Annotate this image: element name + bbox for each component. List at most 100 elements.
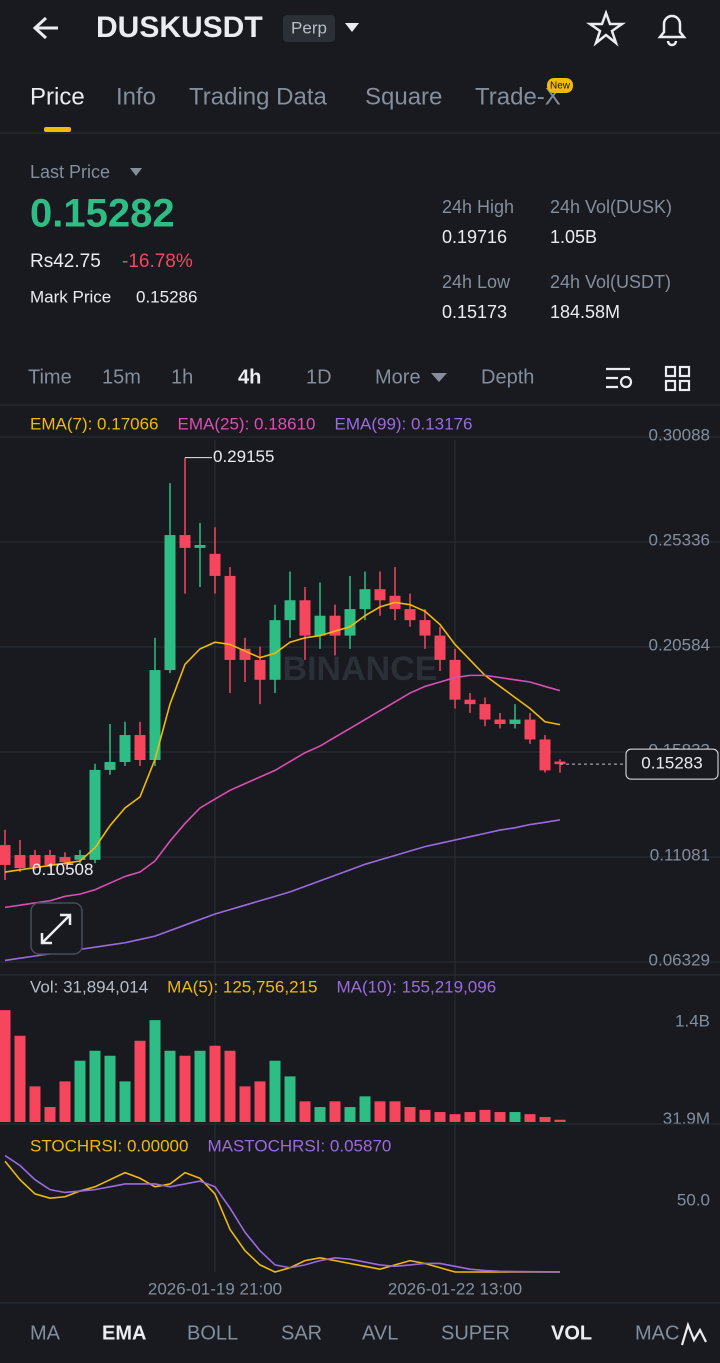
candle-body — [299, 600, 311, 636]
tab[interactable]: Trading Data — [189, 83, 328, 110]
y-tick-label: 0.25336 — [649, 530, 710, 549]
back-icon[interactable] — [32, 16, 58, 40]
y-tick-label: 0.30088 — [649, 425, 710, 444]
stoch-legend: MASTOCHRSI: 0.05870 — [207, 1136, 391, 1155]
volume-bar — [329, 1101, 341, 1122]
volume-bar — [254, 1081, 266, 1122]
volume-bar — [479, 1109, 491, 1122]
interval[interactable]: Depth — [481, 366, 534, 388]
candle-body — [119, 735, 131, 762]
volume-bar — [74, 1060, 86, 1122]
caret — [431, 373, 447, 382]
volume-legend: Vol: 31,894,014 — [30, 977, 148, 996]
fiat-price: Rs42.75 — [30, 251, 101, 272]
indicator-tab[interactable]: AVL — [362, 1322, 398, 1344]
stat-value: 1.05B — [550, 227, 597, 247]
y-tick-label: 0.06329 — [649, 950, 710, 969]
candle-body — [449, 659, 461, 700]
candle-body — [29, 855, 41, 868]
last-price: 0.15282 — [30, 192, 175, 236]
candle-body — [59, 857, 71, 863]
candle-body — [344, 609, 356, 636]
candle-body — [479, 704, 491, 720]
stoch-legend: STOCHRSI: 0.00000 — [30, 1136, 188, 1155]
caret[interactable] — [345, 23, 359, 32]
high-label: 0.29155 — [213, 447, 274, 466]
volume-bar — [0, 1010, 11, 1122]
volume-bar — [554, 1119, 566, 1122]
candle-body — [464, 699, 476, 705]
volume-bar — [509, 1112, 521, 1122]
volume-bar — [164, 1050, 176, 1122]
volume-bar — [14, 1035, 26, 1122]
volume-bar — [44, 1107, 56, 1122]
volume-bar — [119, 1081, 131, 1122]
tab[interactable]: Square — [365, 83, 442, 110]
volume-bar — [284, 1076, 296, 1122]
legend-entry: EMA(7): 0.17066 — [30, 414, 159, 433]
volume-bar — [224, 1050, 236, 1122]
candle-body — [539, 739, 551, 771]
symbol: DUSKUSDT — [96, 11, 263, 44]
indicator-tab[interactable]: VOL — [551, 1322, 592, 1344]
tab[interactable]: Trade-X — [475, 83, 561, 110]
volume-bar — [359, 1096, 371, 1122]
bell-icon[interactable] — [657, 14, 687, 47]
candle-body — [0, 845, 11, 865]
candle-body — [179, 535, 191, 548]
volume-bar — [494, 1112, 506, 1122]
volume-bar — [389, 1101, 401, 1122]
legend-entry: EMA(99): 0.13176 — [334, 414, 472, 433]
candle-body — [224, 575, 236, 660]
volume-bar — [464, 1112, 476, 1122]
star-icon[interactable] — [586, 9, 626, 47]
candle-body — [524, 719, 536, 740]
layout-icon[interactable] — [664, 365, 691, 392]
mark-price-label: Mark Price — [30, 287, 111, 306]
tab[interactable]: Price — [30, 83, 85, 110]
candle-body — [254, 659, 266, 680]
tab[interactable]: Info — [116, 83, 156, 110]
watermark: BINANCE — [283, 650, 438, 688]
interval[interactable]: Time — [28, 366, 72, 388]
stoch-tick-label: 50.0 — [677, 1190, 710, 1209]
volume-legend: MA(5): 125,756,215 — [167, 977, 317, 996]
volume-bar — [344, 1107, 356, 1122]
low-label: 0.10508 — [32, 860, 93, 879]
volume-bar — [194, 1050, 206, 1122]
candle-body — [74, 855, 86, 860]
interval[interactable]: 1D — [306, 366, 332, 388]
new-badge: New — [550, 81, 571, 92]
indicator-tab[interactable]: BOLL — [187, 1322, 238, 1344]
new-badge-bg — [547, 78, 573, 93]
volume-bar — [89, 1050, 101, 1122]
indicator-tab[interactable]: EMA — [102, 1322, 146, 1344]
last-price-label[interactable]: Last Price — [30, 162, 110, 182]
ema-line — [4, 819, 561, 962]
interval[interactable]: 15m — [102, 366, 141, 388]
volume-bar — [374, 1101, 386, 1122]
interval[interactable]: 1h — [171, 366, 193, 388]
interval[interactable]: More — [375, 366, 421, 388]
indicator-tab[interactable]: SAR — [281, 1322, 322, 1344]
last-price-box — [625, 748, 719, 780]
volume-bar — [29, 1086, 41, 1122]
volume-bar — [314, 1107, 326, 1122]
volume-tick-label: 1.4B — [675, 1012, 710, 1031]
volume-bar — [539, 1117, 551, 1122]
y-tick-label: 0.11081 — [650, 845, 710, 864]
settings-icon[interactable] — [606, 367, 633, 389]
volume-tick-label: 31.9M — [663, 1109, 710, 1128]
candle-body — [149, 670, 161, 761]
candle-body — [194, 545, 206, 548]
candle-body — [419, 620, 431, 636]
indicator-tab[interactable]: MACD — [635, 1322, 694, 1344]
indicator-icon[interactable] — [680, 1321, 707, 1346]
interval[interactable]: 4h — [238, 366, 261, 388]
volume-bar — [299, 1101, 311, 1122]
stat-label: 24h Vol(DUSK) — [550, 197, 672, 217]
candle-body — [269, 620, 281, 680]
indicator-tab[interactable]: SUPER — [441, 1322, 510, 1344]
indicator-tab[interactable]: MA — [30, 1322, 61, 1344]
